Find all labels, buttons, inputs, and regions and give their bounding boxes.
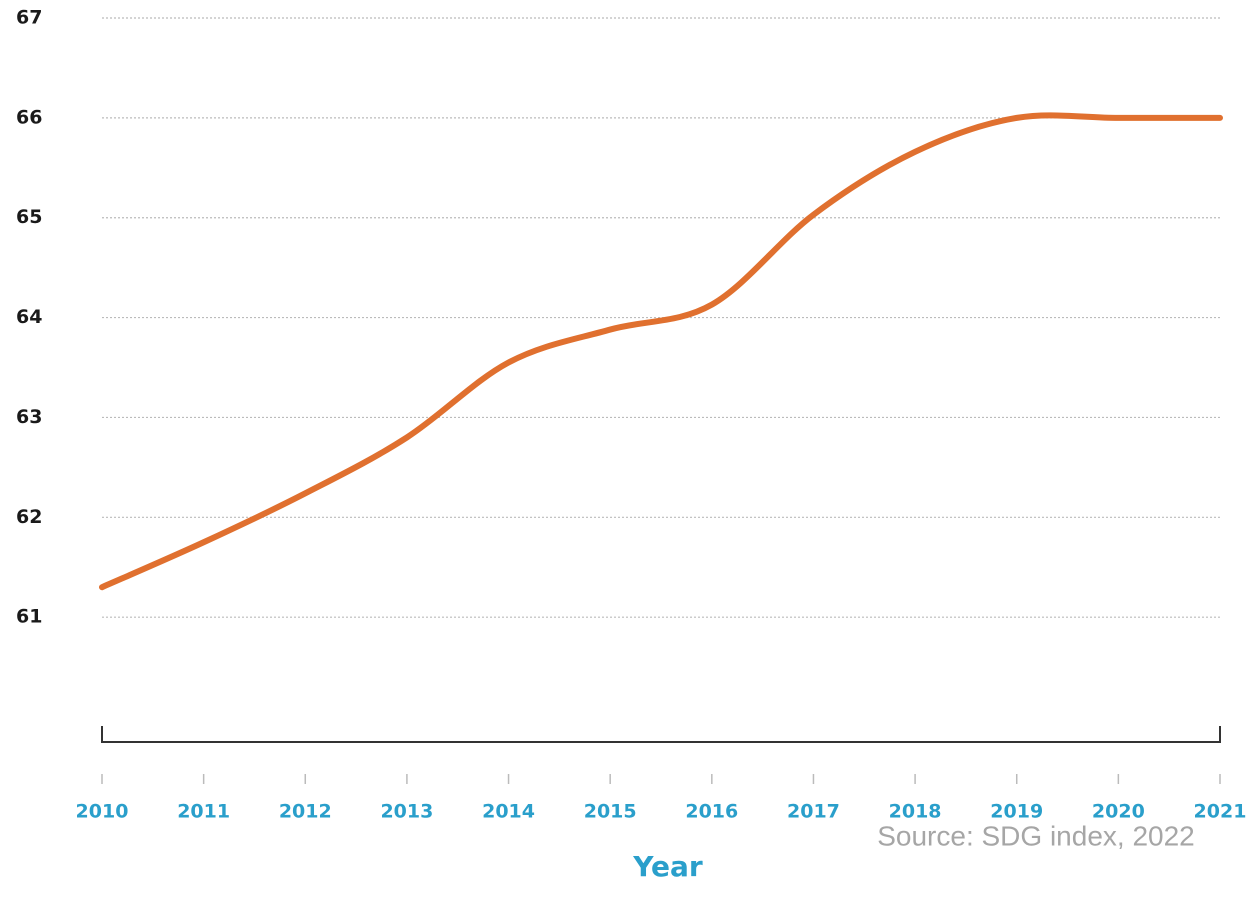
data-line bbox=[99, 112, 1223, 591]
x-tick-label: 2013 bbox=[380, 801, 433, 823]
x-tick-label: 2019 bbox=[990, 801, 1043, 823]
y-tick-label: 62 bbox=[16, 506, 42, 528]
x-tick-label: 2011 bbox=[177, 801, 230, 823]
y-tick-label: 64 bbox=[16, 306, 42, 328]
x-tick-label: 2015 bbox=[584, 801, 637, 823]
x-tick-label: 2018 bbox=[889, 801, 942, 823]
x-axis-label: Year bbox=[632, 850, 703, 883]
x-tick-label: 2010 bbox=[76, 801, 129, 823]
source-note: Source: SDG index, 2022 bbox=[877, 820, 1195, 851]
x-tick-label: 2014 bbox=[482, 801, 535, 823]
x-tick-label: 2012 bbox=[279, 801, 332, 823]
y-tick-label: 63 bbox=[16, 406, 42, 428]
x-tick-label: 2016 bbox=[685, 801, 738, 823]
x-tick-label: 2021 bbox=[1194, 801, 1247, 823]
y-tick-label: 61 bbox=[16, 606, 42, 628]
x-tick-label: 2020 bbox=[1092, 801, 1145, 823]
x-tick-label: 2017 bbox=[787, 801, 840, 823]
y-tick-label: 67 bbox=[16, 7, 42, 29]
y-tick-label: 65 bbox=[16, 206, 42, 228]
y-tick-label: 66 bbox=[16, 106, 42, 128]
axis-line bbox=[101, 726, 1221, 743]
